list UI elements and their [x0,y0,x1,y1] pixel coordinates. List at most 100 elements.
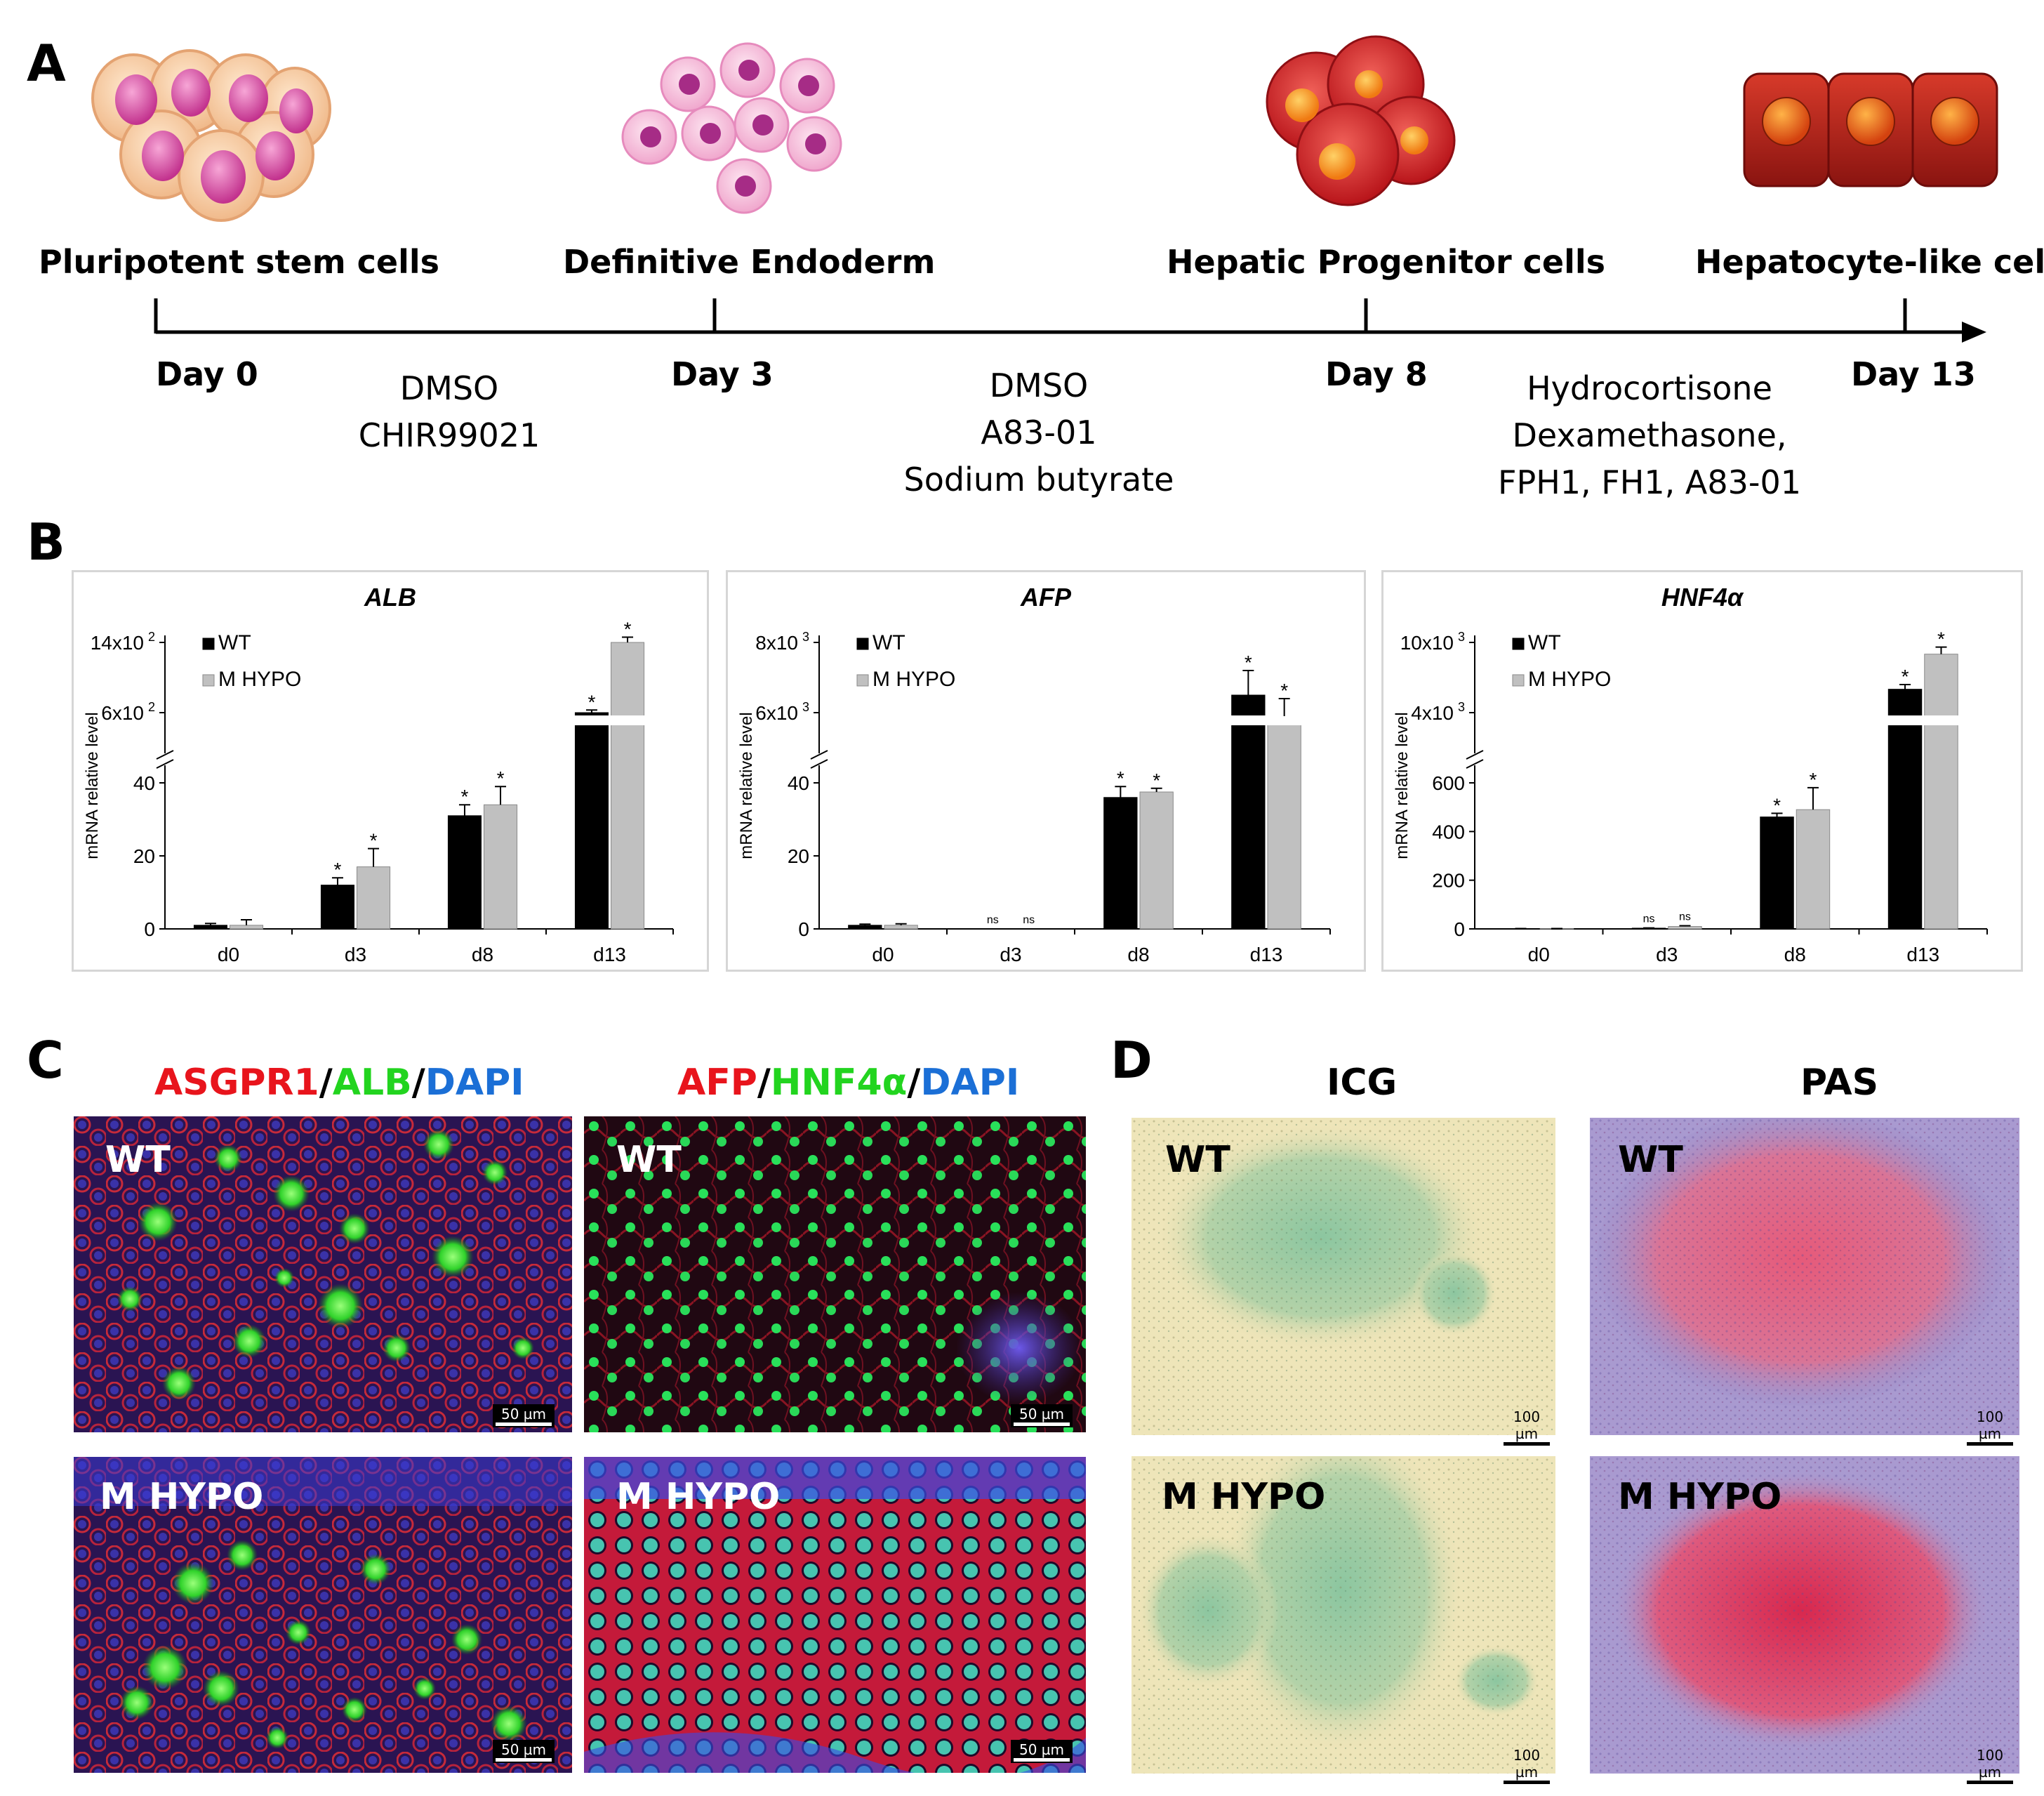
panel-label-b: B [27,513,65,572]
stage-label-endoderm: Definitive Endoderm [563,243,936,281]
title-slash: / [319,1062,333,1104]
scale-bar-line [1014,1758,1070,1762]
if-afp-wt [584,1116,1086,1432]
x-tick-label: d0 [872,944,894,965]
y-tick-label: 400 [1432,821,1465,843]
legend-swatch [856,674,869,687]
bar-wt [193,925,228,930]
panel-c-label-mhypo-right: M HYPO [616,1476,781,1518]
stain-texture [1132,1118,1555,1435]
stain-texture [1590,1456,2019,1774]
significance-marker: * [461,786,469,807]
bar-break-gap [1230,715,1266,725]
panel-d-label-wt-icg: WT [1165,1139,1230,1181]
chart-afp-plot: AFP mRNA relative level 0 20 40 6x10 3 8x10 3 d0 d… [737,583,1331,965]
panel-d-label-mhypo-pas: M HYPO [1618,1476,1782,1518]
panel-d-label-wt-pas: WT [1618,1139,1683,1181]
treatment-stage-1: DMSO CHIR99021 [330,365,569,459]
scale-bar-d4: 100 µm [1967,1747,2013,1784]
y-tick-label: 4x10 [1411,702,1454,724]
day-label-13: Day 13 [1851,355,1976,393]
x-tick-label: d8 [1127,944,1149,965]
scale-bar-c3: 50 µm [493,1740,555,1763]
panel-c-label-wt-right: WT [616,1139,682,1181]
treatment-2-line-2: A83-01 [981,414,1097,451]
bar-wt [1887,689,1923,930]
bar-wt [1760,817,1794,930]
treatment-stage-3: Hydrocortisone Dexamethasone, FPH1, FH1,… [1481,365,1818,506]
bar-break-gap [610,715,645,725]
bar-m-hypo [1267,715,1301,930]
y-tick-exponent: 2 [148,700,155,714]
legend-label: WT [218,631,251,654]
significance-marker: * [1245,652,1252,673]
scale-bar-c4: 50 µm [1011,1740,1073,1763]
legend-swatch [856,638,869,650]
y-tick-label: 40 [133,772,155,794]
scale-bar-line [1504,1442,1550,1446]
y-tick-label: 600 [1432,772,1465,794]
chart-afp: AFP mRNA relative level 0 20 40 6x10 3 8x10 3 d0 d… [726,570,1366,972]
stage-label-progenitor: Hepatic Progenitor cells [1167,243,1606,281]
treatment-stage-2: DMSO A83-01 Sodium butyrate [884,362,1193,503]
stain-pas-wt [1590,1118,2019,1435]
scale-bar-text: 50 µm [500,1406,546,1422]
scale-bar-text: 50 µm [1018,1406,1064,1422]
scale-bar-text: 50 µm [500,1741,546,1758]
significance-marker: * [497,767,505,789]
bar-m-hypo [611,642,645,930]
chart-hnf4a: HNF4α mRNA relative level 0 200 400 600 4x10 3 1… [1381,570,2023,972]
treatment-2-line-3: Sodium butyrate [903,461,1174,498]
x-tick-label: d13 [593,944,626,965]
significance-marker: ns [1023,914,1035,926]
if-texture [584,1116,1086,1432]
scale-bar-d3: 100 µm [1504,1747,1550,1784]
significance-marker: * [1902,666,1909,687]
scale-bar-text: 100 µm [1513,1408,1541,1442]
scale-bar-text: 100 µm [1513,1747,1541,1781]
panel-label-c: C [27,1031,64,1090]
chart-alb: ALB mRNA relative level 0 20 40 6x10 2 14x10 2 d0… [72,570,709,972]
y-axis-label: mRNA relative level [1393,712,1412,859]
chart-alb-plot: ALB mRNA relative level 0 20 40 6x10 2 14x10 2 d0… [83,583,674,965]
y-tick-label: 20 [133,845,155,867]
y-tick-label: 6x10 [101,702,144,724]
scale-bar-c2: 50 µm [1011,1404,1073,1427]
title-marker-afp: AFP [677,1062,757,1104]
y-tick-exponent: 3 [1458,700,1465,714]
significance-marker: ns [1643,913,1655,925]
panel-c-right-title: AFP/HNF4α/DAPI [677,1062,1019,1104]
hepatocyte-cells-illustration [1743,72,1998,187]
scale-bar-d1: 100 µm [1504,1408,1550,1446]
significance-marker: * [334,859,342,880]
significance-marker: * [370,830,378,852]
panel-d-title-pas: PAS [1800,1062,1879,1104]
stain-pas-mhypo [1590,1456,2019,1774]
panel-label-a: A [27,34,66,93]
legend-swatch [202,638,215,650]
x-tick-label: d8 [1784,944,1806,965]
bar-wt [1103,797,1138,930]
significance-marker: * [624,619,632,640]
y-tick-label: 20 [788,845,809,867]
axis-break-mark [1466,759,1484,769]
x-tick-label: d0 [218,944,239,965]
legend-swatch [1512,638,1525,650]
title-slash: / [907,1062,921,1104]
x-tick-label: d3 [1656,944,1678,965]
if-afp-mhypo [584,1457,1086,1773]
x-tick-label: d13 [1906,944,1939,965]
day-label-8: Day 8 [1325,355,1428,393]
scale-bar-line [1967,1781,2013,1784]
axis-break-mark [810,750,828,760]
bar-wt [320,885,355,930]
axis-break-mark [1466,750,1484,760]
y-axis-label: mRNA relative level [737,712,756,859]
if-asgpr1-wt [74,1116,572,1432]
x-tick-label: d3 [1000,944,1021,965]
title-marker-dapi: DAPI [920,1062,1020,1104]
scale-bar-line [496,1422,552,1426]
y-tick-label: 0 [798,918,809,940]
x-tick-label: d13 [1250,944,1283,965]
bar-m-hypo [230,925,264,930]
